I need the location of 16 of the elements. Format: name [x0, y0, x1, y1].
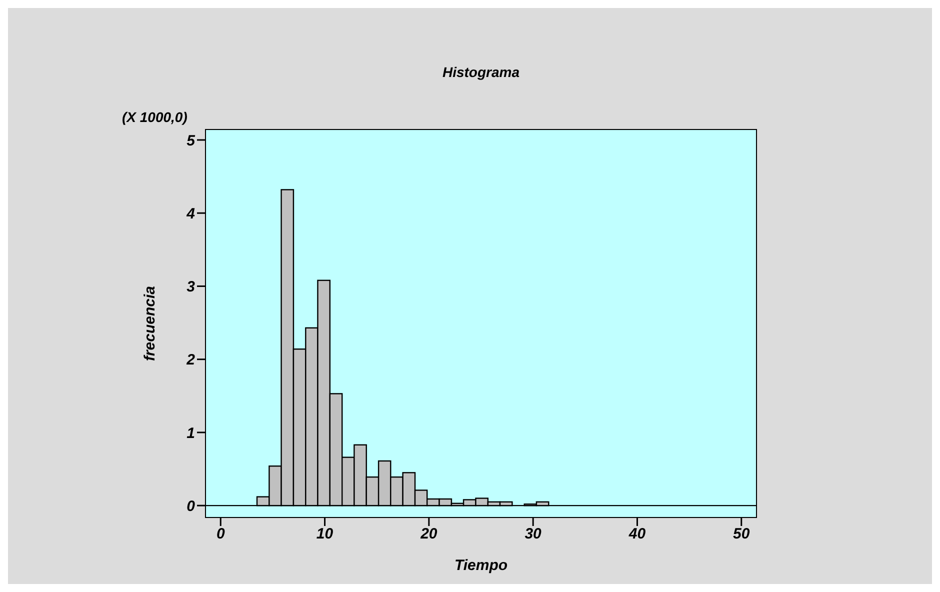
text: (X 1000,0): [122, 109, 188, 125]
y-tick-label: 3: [186, 278, 196, 296]
x-tick-label: 20: [420, 526, 438, 543]
y-tick-label: 4: [186, 205, 196, 222]
x-tick-label: 40: [628, 526, 646, 543]
y-tick-label: 0: [186, 498, 196, 515]
y-axis-title: frecuencia: [141, 286, 158, 362]
x-tick-label: 0: [216, 526, 226, 543]
chart-title: Histograma: [441, 64, 521, 80]
x-tick-label: 50: [733, 526, 750, 543]
y-tick-label: 1: [186, 424, 195, 442]
x-tick-label: 30: [524, 526, 542, 543]
y-tick-label: 5: [186, 132, 196, 150]
x-axis-title: Tiempo: [454, 557, 508, 574]
x-tick-label: 10: [316, 526, 334, 543]
y-tick-label: 2: [186, 352, 196, 369]
